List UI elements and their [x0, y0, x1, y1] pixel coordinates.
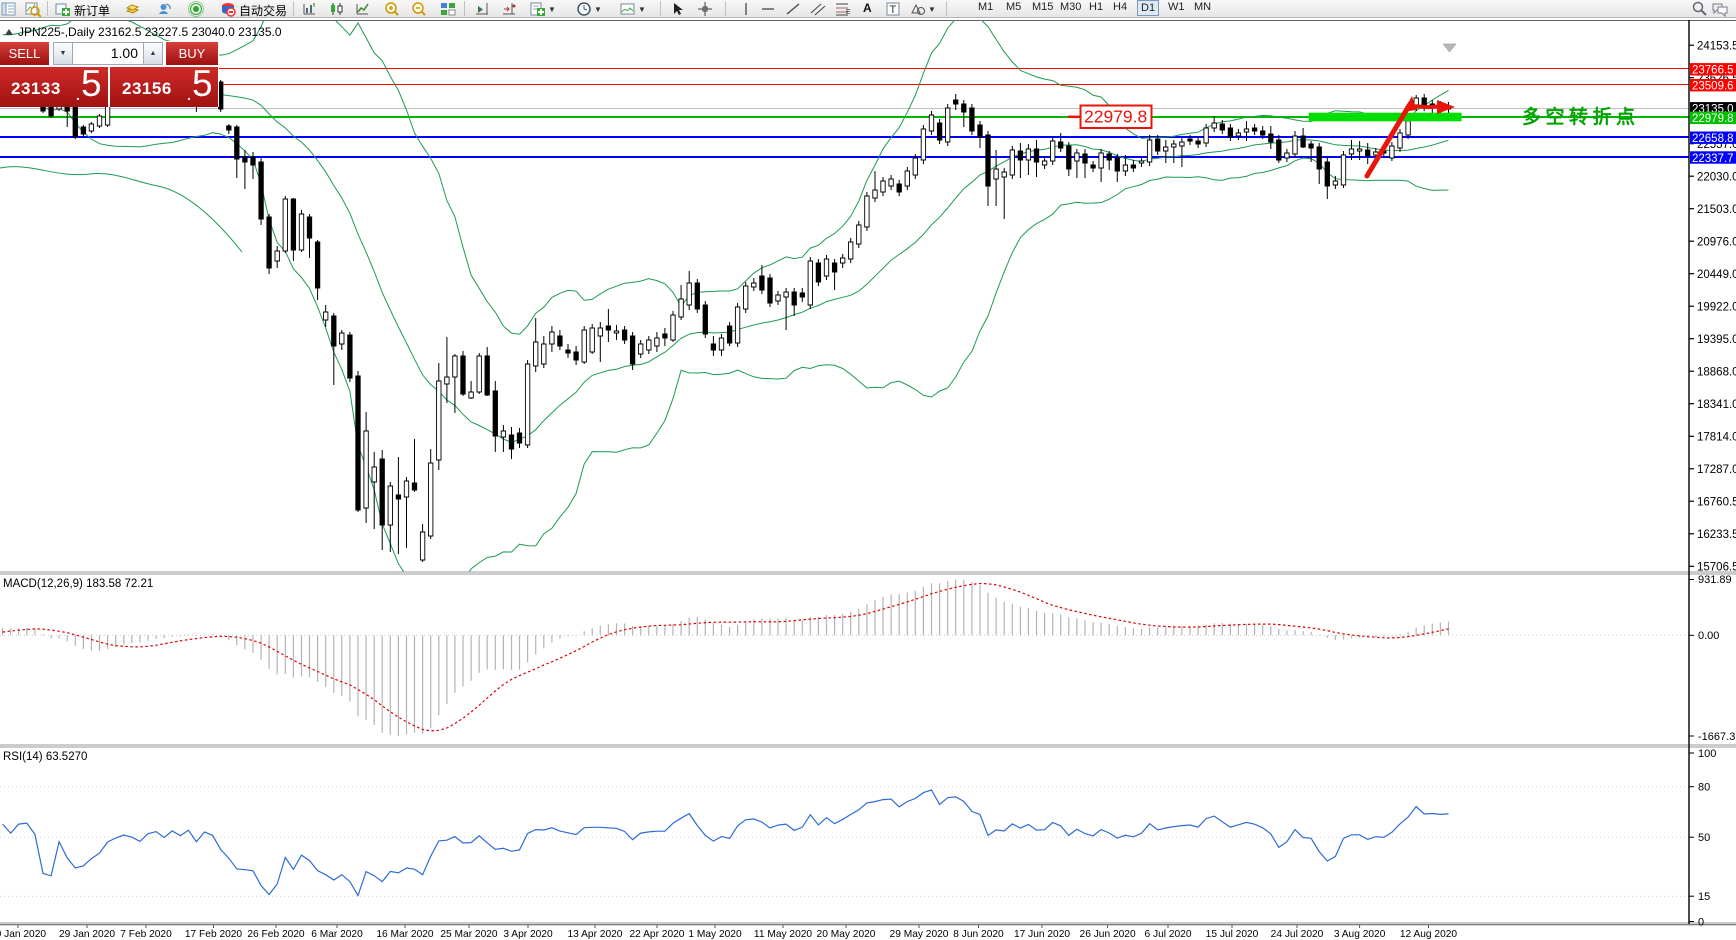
svg-text:3 Aug 2020: 3 Aug 2020 [1334, 929, 1386, 940]
svg-text:23766.5: 23766.5 [1692, 65, 1734, 77]
svg-text:24 Jul 2020: 24 Jul 2020 [1271, 929, 1324, 940]
svg-text:E: E [846, 9, 851, 16]
svg-text:21503.0: 21503.0 [1697, 204, 1736, 216]
svg-text:80: 80 [1698, 782, 1710, 794]
svg-text:16760.5: 16760.5 [1697, 496, 1736, 508]
svg-text:26 Feb 2020: 26 Feb 2020 [247, 929, 305, 940]
svg-text:8 Jun 2020: 8 Jun 2020 [953, 929, 1004, 940]
svg-text:17287.0: 17287.0 [1697, 464, 1736, 476]
svg-text:11 May 2020: 11 May 2020 [754, 929, 812, 940]
svg-text:JPN225-,Daily 23162.5 23227.5: JPN225-,Daily 23162.5 23227.5 23040.0 23… [18, 25, 282, 39]
svg-text:-1667.31: -1667.31 [1698, 731, 1736, 743]
svg-text:22337.7: 22337.7 [1692, 153, 1734, 165]
svg-text:6 Mar 2020: 6 Mar 2020 [311, 929, 363, 940]
svg-text:17814.0: 17814.0 [1697, 432, 1736, 444]
svg-text:18868.0: 18868.0 [1697, 366, 1736, 378]
svg-text:0.00: 0.00 [1698, 630, 1719, 642]
svg-text:20976.0: 20976.0 [1697, 236, 1736, 248]
svg-text:20 May 2020: 20 May 2020 [817, 929, 876, 940]
svg-text:MACD(12,26,9) 183.58 72.21: MACD(12,26,9) 183.58 72.21 [3, 578, 153, 590]
svg-text:20 Jan 2020: 20 Jan 2020 [0, 929, 46, 940]
svg-text:16 Mar 2020: 16 Mar 2020 [376, 929, 434, 940]
svg-text:15 Jul 2020: 15 Jul 2020 [1206, 929, 1259, 940]
svg-text:18341.0: 18341.0 [1697, 399, 1736, 411]
svg-text:12 Aug 2020: 12 Aug 2020 [1400, 929, 1458, 940]
svg-text:931.89: 931.89 [1698, 574, 1732, 586]
svg-text:26 Jun 2020: 26 Jun 2020 [1080, 929, 1136, 940]
svg-text:22 Apr 2020: 22 Apr 2020 [630, 929, 685, 940]
svg-text:22030.0: 22030.0 [1697, 171, 1736, 183]
svg-text:29 Jan 2020: 29 Jan 2020 [59, 929, 115, 940]
svg-text:多空转折点: 多空转折点 [1522, 105, 1640, 128]
svg-text:22979.8: 22979.8 [1692, 113, 1734, 125]
svg-text:16233.5: 16233.5 [1697, 529, 1736, 541]
svg-text:100: 100 [1698, 748, 1716, 760]
svg-text:1 May 2020: 1 May 2020 [688, 929, 742, 940]
svg-text:17 Feb 2020: 17 Feb 2020 [185, 929, 243, 940]
svg-text:19922.0: 19922.0 [1697, 301, 1736, 313]
svg-text:0: 0 [1698, 917, 1704, 929]
svg-text:15706.5: 15706.5 [1697, 562, 1736, 574]
svg-text:T: T [890, 4, 897, 16]
svg-text:23509.6: 23509.6 [1692, 81, 1734, 93]
svg-text:19395.0: 19395.0 [1697, 334, 1736, 346]
svg-text:RSI(14) 63.5270: RSI(14) 63.5270 [3, 751, 87, 763]
svg-text:25 Mar 2020: 25 Mar 2020 [440, 929, 498, 940]
svg-text:20449.0: 20449.0 [1697, 269, 1736, 281]
svg-text:29 May 2020: 29 May 2020 [890, 929, 949, 940]
svg-text:22979.8: 22979.8 [1084, 107, 1147, 127]
svg-text:3 Apr 2020: 3 Apr 2020 [503, 929, 553, 940]
svg-text:50: 50 [1698, 832, 1710, 844]
svg-text:15: 15 [1698, 891, 1710, 903]
svg-text:24153.5: 24153.5 [1697, 40, 1736, 52]
svg-text:13 Apr 2020: 13 Apr 2020 [568, 929, 623, 940]
svg-text:17 Jun 2020: 17 Jun 2020 [1014, 929, 1070, 940]
svg-text:6 Jul 2020: 6 Jul 2020 [1144, 929, 1191, 940]
svg-text:22658.8: 22658.8 [1692, 133, 1734, 145]
svg-text:7 Feb 2020: 7 Feb 2020 [120, 929, 172, 940]
